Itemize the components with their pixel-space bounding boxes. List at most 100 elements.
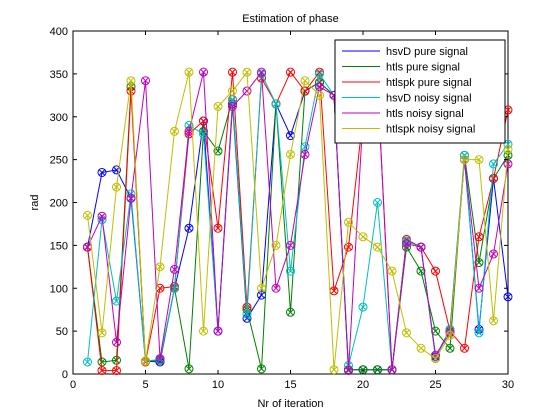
point-cross-b	[185, 365, 193, 373]
data-point	[503, 144, 513, 154]
point-cross-b	[229, 69, 236, 76]
point-cross-b	[359, 303, 367, 311]
point-cross-b	[287, 242, 294, 249]
point-circle	[97, 167, 107, 177]
series-5	[83, 67, 513, 376]
point-cross-b	[127, 195, 135, 202]
point-circle	[387, 365, 397, 375]
data-point	[474, 328, 484, 338]
data-point	[300, 149, 310, 159]
x-tick-label: 20	[357, 379, 369, 391]
point-cross-b	[272, 100, 280, 108]
point-circle	[199, 67, 208, 77]
point-circle	[112, 182, 121, 192]
data-point	[344, 217, 353, 227]
point-cross-b	[490, 160, 497, 168]
point-circle	[213, 101, 223, 111]
point-cross-b	[403, 240, 410, 247]
point-cross-b	[258, 285, 265, 292]
x-axis-label: Nr of iteration	[257, 398, 323, 410]
legend-label: hsvD pure signal	[386, 46, 468, 58]
data-point	[97, 211, 107, 221]
point-cross-b	[475, 329, 483, 336]
point-circle	[416, 242, 426, 252]
point-circle	[474, 232, 484, 242]
data-point	[300, 76, 310, 86]
point-cross-b	[287, 267, 294, 275]
point-cross-b	[229, 103, 236, 110]
data-point	[460, 155, 469, 165]
point-cross-b	[229, 96, 236, 103]
point-circle	[184, 364, 194, 374]
point-cross-b	[490, 317, 497, 324]
point-circle	[141, 76, 150, 86]
data-point	[97, 167, 107, 177]
data-point	[170, 264, 179, 274]
point-cross-b	[301, 87, 309, 95]
point-cross-b	[504, 293, 512, 300]
point-cross-b	[374, 199, 381, 206]
point-circle	[373, 365, 382, 375]
point-circle	[373, 242, 382, 252]
point-cross-b	[504, 146, 512, 153]
point-circle	[228, 86, 237, 96]
legend-item: htlspk pure signal	[342, 77, 472, 89]
point-circle	[228, 101, 237, 111]
legend-label: htlspk noisy signal	[386, 124, 475, 136]
data-point	[126, 193, 136, 203]
point-cross-b	[345, 243, 352, 251]
data-point	[242, 67, 252, 77]
point-circle	[271, 283, 281, 293]
point-circle	[257, 283, 266, 293]
data-point	[286, 149, 295, 159]
point-cross-b	[84, 243, 91, 251]
point-circle	[503, 144, 513, 154]
x-tick-label: 15	[284, 379, 296, 391]
point-cross-b	[330, 366, 338, 373]
point-cross-b	[316, 70, 323, 78]
data-point	[213, 101, 223, 111]
point-circle	[242, 309, 252, 319]
data-point	[489, 159, 498, 169]
data-point	[213, 223, 223, 233]
point-cross-b	[113, 367, 120, 374]
point-cross-b	[84, 212, 91, 219]
y-tick-label: 300	[50, 112, 68, 124]
point-cross-b	[113, 339, 120, 346]
data-point	[97, 357, 107, 367]
data-point	[286, 67, 295, 77]
point-cross-b	[345, 219, 352, 226]
point-circle	[271, 240, 281, 250]
point-cross-b	[243, 69, 251, 76]
data-point	[431, 266, 440, 276]
point-cross-b	[345, 367, 352, 374]
point-circle	[184, 126, 194, 136]
point-cross-b	[287, 132, 294, 139]
point-cross-b	[359, 233, 367, 240]
data-point	[170, 126, 179, 136]
point-circle	[112, 165, 121, 175]
data-point	[358, 232, 368, 242]
point-circle	[315, 82, 324, 92]
y-tick-label: 250	[50, 155, 68, 167]
point-cross-b	[127, 77, 135, 84]
data-point	[199, 116, 208, 126]
point-cross-b	[200, 327, 207, 335]
data-point	[474, 232, 484, 242]
data-point	[126, 76, 136, 86]
point-circle	[97, 357, 107, 367]
point-circle	[460, 155, 469, 165]
point-circle	[199, 116, 208, 126]
legend-item: hsvD noisy signal	[342, 93, 472, 105]
data-point	[97, 366, 107, 376]
point-circle	[242, 86, 252, 96]
point-cross-b	[156, 356, 164, 363]
point-cross-b	[98, 213, 106, 220]
point-cross-b	[417, 243, 425, 251]
point-cross-b	[330, 287, 338, 294]
series-line	[87, 70, 509, 372]
legend-item: hsvD pure signal	[342, 46, 468, 58]
point-cross-b	[214, 225, 222, 232]
point-circle	[315, 69, 324, 79]
